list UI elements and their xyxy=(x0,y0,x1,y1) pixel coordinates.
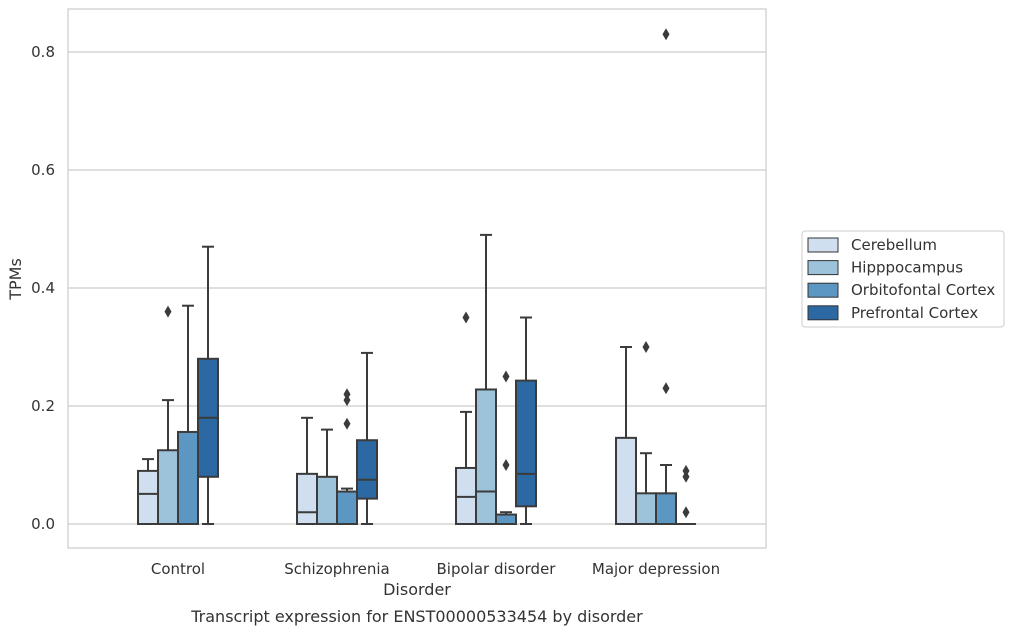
legend-swatch xyxy=(807,305,839,321)
y-tick-labels: 0.0 0.2 0.4 0.6 0.8 xyxy=(31,43,55,533)
outlier-point xyxy=(682,464,690,477)
box-iqr xyxy=(615,436,637,525)
box-0-0 xyxy=(137,458,159,525)
legend: Cerebellum Hipppocampus Orbitofontal Corte… xyxy=(801,230,1005,328)
box-iqr xyxy=(515,379,537,508)
y-axis-label: TPMs xyxy=(6,258,25,301)
x-tick-labels: Control Schizophrenia Bipolar disorder Majo… xyxy=(151,560,720,578)
box-iqr xyxy=(157,449,179,525)
legend-frame xyxy=(801,230,1005,328)
box-3-2 xyxy=(515,316,537,525)
box-series-group xyxy=(137,28,696,526)
box-iqr xyxy=(495,513,517,525)
y-tick-label: 0.6 xyxy=(31,161,55,179)
legend-label: Orbitofontal Cortex xyxy=(851,281,995,299)
outlier-point xyxy=(164,305,172,318)
plot-frame xyxy=(67,8,767,549)
outlier-point xyxy=(343,388,351,401)
box-2-0 xyxy=(177,304,199,525)
box-1-2 xyxy=(475,233,497,526)
legend-label: Cerebellum xyxy=(851,236,937,254)
box-iqr xyxy=(336,490,358,525)
box-3-0 xyxy=(197,245,219,525)
y-tick-label: 0.4 xyxy=(31,279,55,297)
outlier-point xyxy=(502,459,510,471)
box-iqr xyxy=(177,430,199,525)
box-iqr xyxy=(655,492,677,526)
box-3-1 xyxy=(356,351,378,525)
chart-caption: Transcript expression for ENST0000053345… xyxy=(190,607,643,626)
outlier-point xyxy=(662,382,670,395)
box-iqr xyxy=(356,439,378,500)
legend-swatch xyxy=(807,260,839,276)
box-iqr xyxy=(316,475,338,525)
y-tick-label: 0.2 xyxy=(31,397,55,415)
box-iqr xyxy=(635,492,657,526)
box-2-1 xyxy=(336,388,358,525)
box-0-3 xyxy=(615,346,637,525)
x-tick-label: Control xyxy=(151,560,205,578)
x-tick-label: Schizophrenia xyxy=(284,560,389,578)
x-tick-label: Bipolar disorder xyxy=(437,560,557,578)
y-tick-label: 0.0 xyxy=(31,515,55,533)
outlier-point xyxy=(502,370,510,383)
box-0-2 xyxy=(455,311,477,526)
outlier-point xyxy=(642,341,650,353)
box-3-3 xyxy=(676,464,696,525)
box-2-2 xyxy=(495,370,517,525)
outlier-point xyxy=(662,28,670,41)
legend-label: Hipppocampus xyxy=(851,259,963,277)
outlier-point xyxy=(462,311,470,324)
box-0-1 xyxy=(296,416,318,526)
x-axis-label: Disorder xyxy=(383,580,451,599)
x-tick-label: Major depression xyxy=(592,560,720,578)
legend-swatch xyxy=(807,282,839,298)
box-iqr xyxy=(296,472,318,526)
y-tick-label: 0.8 xyxy=(31,43,55,61)
legend-swatch xyxy=(807,237,839,253)
box-2-3 xyxy=(655,28,677,526)
outlier-point xyxy=(343,417,351,430)
box-iqr xyxy=(137,469,159,525)
legend-label: Prefrontal Cortex xyxy=(851,304,978,322)
box-iqr xyxy=(475,388,497,526)
outlier-point xyxy=(682,506,690,519)
